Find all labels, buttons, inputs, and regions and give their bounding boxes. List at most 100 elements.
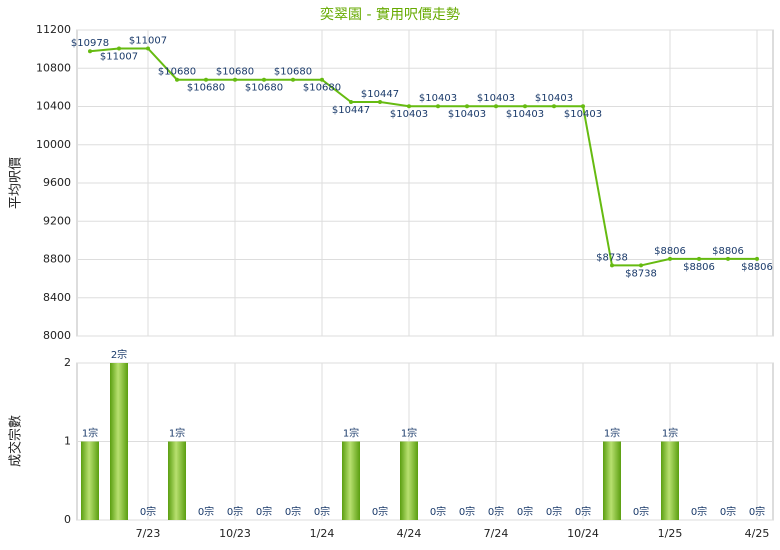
data-label: $10680 (216, 67, 254, 78)
data-label: $8738 (625, 268, 657, 279)
data-label: 0宗 (633, 505, 649, 518)
point (146, 46, 150, 51)
data-label: 0宗 (198, 505, 214, 518)
data-label: $10403 (535, 93, 573, 104)
y-tick-label: 0 (64, 513, 71, 526)
bar (603, 441, 621, 520)
point (117, 46, 121, 51)
data-label: 0宗 (314, 505, 330, 518)
point (552, 104, 556, 109)
x-tick-label: 1/24 (310, 527, 335, 540)
data-label: $10680 (245, 83, 283, 94)
data-label: $8806 (683, 262, 715, 273)
data-label: $8738 (596, 252, 628, 263)
point (407, 104, 411, 109)
point (639, 263, 643, 268)
data-label: 0宗 (430, 505, 446, 518)
bar (110, 363, 128, 520)
point (320, 77, 324, 82)
data-label: 0宗 (720, 505, 736, 518)
data-label: 0宗 (575, 505, 591, 518)
point (233, 77, 237, 82)
data-label: $8806 (712, 246, 744, 257)
data-label: $10680 (303, 83, 341, 94)
y-tick-label: 8800 (43, 253, 71, 266)
point (755, 256, 759, 261)
data-label: $10403 (477, 93, 515, 104)
y-tick-label: 10400 (36, 100, 71, 113)
x-tick-label: 1/25 (658, 527, 683, 540)
y-tick-label: 10000 (36, 138, 71, 151)
x-tick-label: 7/23 (136, 527, 161, 540)
point (349, 100, 353, 105)
data-label: 1宗 (343, 427, 359, 440)
data-label: $10403 (506, 109, 544, 120)
data-label: 1宗 (169, 427, 185, 440)
data-label: 1宗 (82, 427, 98, 440)
bar (400, 441, 418, 520)
point (262, 77, 266, 82)
point (291, 77, 295, 82)
data-label: $10403 (448, 109, 486, 120)
point (610, 263, 614, 268)
y-tick-label: 9200 (43, 214, 71, 227)
y-tick-label: 8000 (43, 329, 71, 342)
bar (342, 441, 360, 520)
y-tick-label: 8400 (43, 291, 71, 304)
data-label: 1宗 (401, 427, 417, 440)
data-label: $10447 (361, 89, 399, 100)
data-label: $8806 (654, 246, 686, 257)
data-label: $10403 (564, 109, 602, 120)
y-tick-label: 9600 (43, 176, 71, 189)
data-label: 2宗 (111, 348, 127, 361)
point (204, 77, 208, 82)
data-label: 0宗 (256, 505, 272, 518)
bar (81, 441, 99, 520)
data-label: 0宗 (749, 505, 765, 518)
point (523, 104, 527, 109)
data-label: 0宗 (546, 505, 562, 518)
point (378, 100, 382, 105)
point (581, 104, 585, 109)
point (494, 104, 498, 109)
x-tick-label: 4/24 (397, 527, 422, 540)
data-label: $8806 (741, 262, 773, 273)
point (175, 77, 179, 82)
x-tick-label: 10/24 (567, 527, 599, 540)
data-label: 0宗 (140, 505, 156, 518)
x-tick-label: 4/25 (745, 527, 770, 540)
point (726, 256, 730, 261)
data-label: 1宗 (604, 427, 620, 440)
data-label: $10680 (158, 67, 196, 78)
data-label: $10680 (187, 83, 225, 94)
y-axis-label: 成交宗數 (8, 415, 24, 467)
line (89, 47, 757, 267)
bar (168, 441, 186, 520)
bar (661, 441, 679, 520)
point (88, 49, 92, 54)
chart-title: 奕翠園 - 實用呎價走勢 (320, 6, 460, 23)
data-label: 1宗 (662, 427, 678, 440)
y-tick-label: 11200 (36, 23, 71, 36)
data-label: 0宗 (488, 505, 504, 518)
y-tick-label: 1 (64, 435, 71, 448)
point (436, 104, 440, 109)
point (697, 256, 701, 261)
data-label: $10403 (390, 109, 428, 120)
data-label: 0宗 (372, 505, 388, 518)
x-tick-label: 10/23 (219, 527, 251, 540)
data-label: 0宗 (691, 505, 707, 518)
data-label: $11007 (129, 35, 167, 46)
data-label: 0宗 (517, 505, 533, 518)
point (465, 104, 469, 109)
data-label: $10978 (71, 38, 109, 49)
data-label: $10447 (332, 105, 370, 116)
data-label: $10403 (419, 93, 457, 104)
point (668, 256, 672, 261)
y-tick-label: 2 (64, 356, 71, 369)
data-label: $10680 (274, 67, 312, 78)
data-label: 0宗 (459, 505, 475, 518)
y-axis-label: 平均呎價 (9, 157, 24, 209)
data-label: 0宗 (285, 505, 301, 518)
